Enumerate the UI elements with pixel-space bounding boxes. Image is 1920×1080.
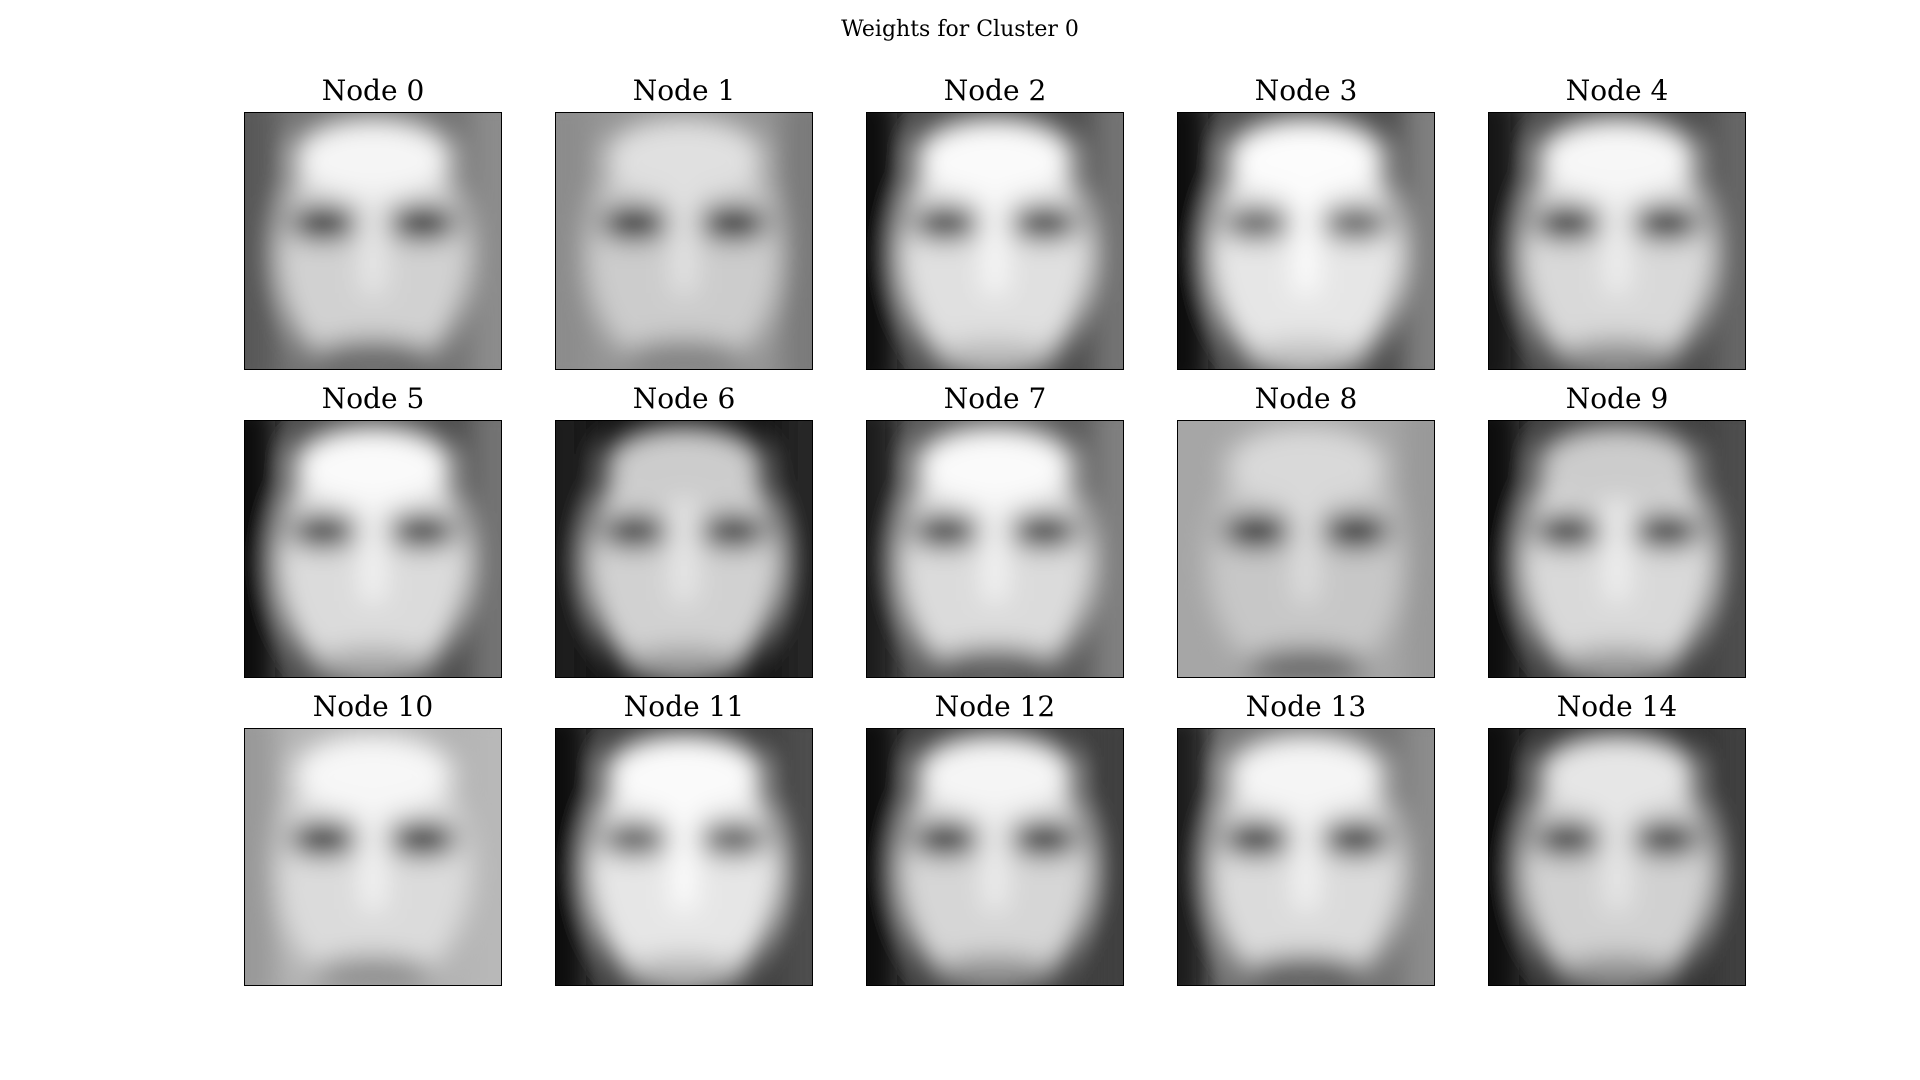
node-panel: Node 12 (866, 690, 1124, 986)
weight-image (1177, 420, 1435, 678)
node-title: Node 11 (623, 690, 745, 723)
node-panel: Node 9 (1488, 382, 1746, 678)
node-title: Node 14 (1556, 690, 1678, 723)
node-panel: Node 5 (244, 382, 502, 678)
node-title: Node 3 (1254, 74, 1358, 107)
node-panel: Node 11 (555, 690, 813, 986)
weight-image (866, 112, 1124, 370)
node-title: Node 4 (1565, 74, 1669, 107)
weight-image (1177, 112, 1435, 370)
weight-image (1488, 420, 1746, 678)
weight-image (244, 112, 502, 370)
node-title: Node 0 (321, 74, 425, 107)
node-panel: Node 14 (1488, 690, 1746, 986)
node-title: Node 5 (321, 382, 425, 415)
weight-image (1488, 728, 1746, 986)
node-title: Node 1 (632, 74, 736, 107)
node-panel: Node 7 (866, 382, 1124, 678)
node-panel: Node 0 (244, 74, 502, 370)
figure-title: Weights for Cluster 0 (841, 17, 1079, 42)
weight-image (244, 420, 502, 678)
node-title: Node 7 (943, 382, 1047, 415)
node-title: Node 13 (1245, 690, 1367, 723)
node-panel: Node 3 (1177, 74, 1435, 370)
node-title: Node 2 (943, 74, 1047, 107)
node-title: Node 8 (1254, 382, 1358, 415)
node-title: Node 10 (312, 690, 434, 723)
node-title: Node 9 (1565, 382, 1669, 415)
node-panel: Node 1 (555, 74, 813, 370)
node-title: Node 6 (632, 382, 736, 415)
weight-image (555, 112, 813, 370)
node-panel: Node 2 (866, 74, 1124, 370)
weight-image (866, 728, 1124, 986)
weight-image (1488, 112, 1746, 370)
weight-image (555, 420, 813, 678)
weight-image (244, 728, 502, 986)
weight-image (555, 728, 813, 986)
weight-image (1177, 728, 1435, 986)
node-title: Node 12 (934, 690, 1056, 723)
node-panel: Node 13 (1177, 690, 1435, 986)
node-panel: Node 10 (244, 690, 502, 986)
weight-image (866, 420, 1124, 678)
node-panel: Node 4 (1488, 74, 1746, 370)
node-panel: Node 8 (1177, 382, 1435, 678)
node-panel: Node 6 (555, 382, 813, 678)
